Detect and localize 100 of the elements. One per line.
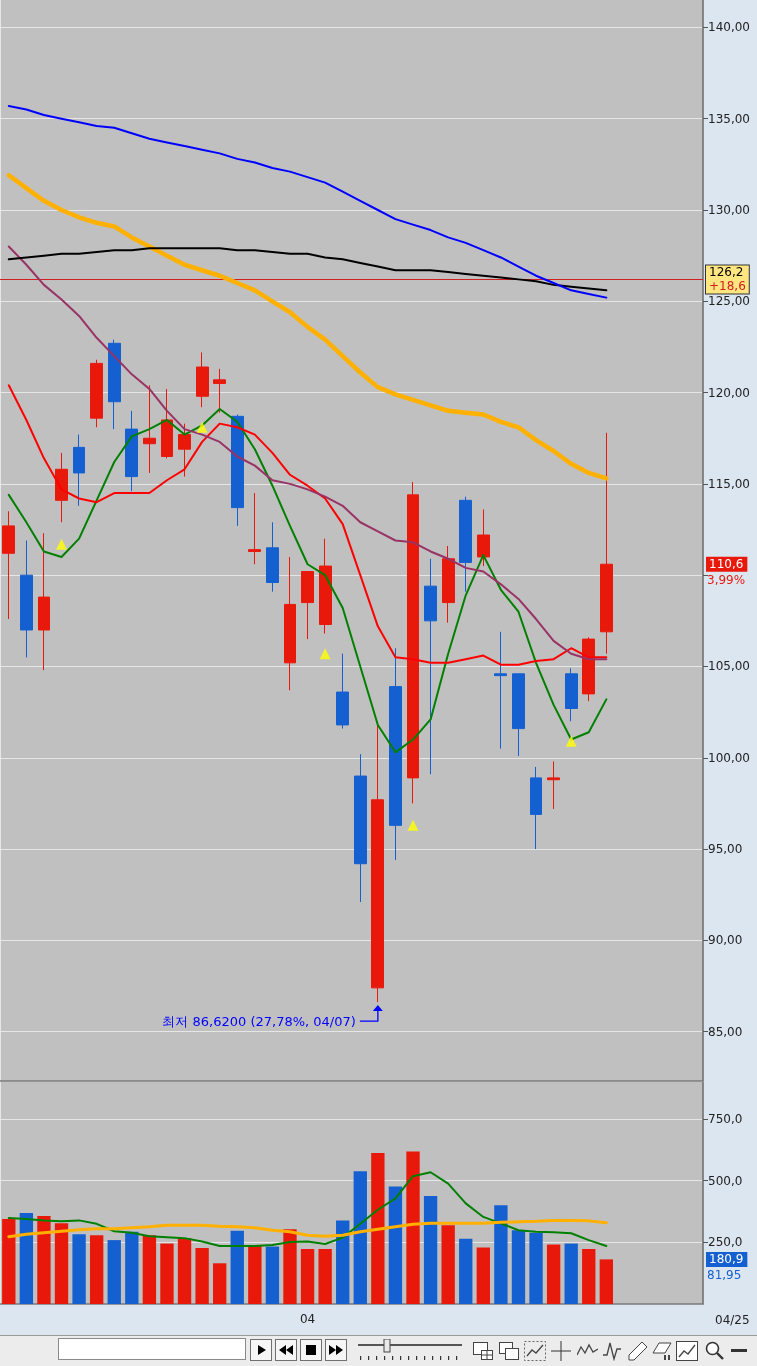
bar xyxy=(353,1171,367,1304)
point xyxy=(56,538,68,550)
candlestick xyxy=(512,673,525,757)
bar xyxy=(54,1223,69,1304)
bar xyxy=(142,1235,157,1304)
bar xyxy=(283,1229,297,1304)
candlestick xyxy=(161,388,173,459)
y-tick-label: 90,00 xyxy=(708,933,743,948)
candlestick xyxy=(125,410,138,492)
candlestick xyxy=(143,384,156,474)
candlestick xyxy=(477,508,490,567)
candlestick xyxy=(20,540,33,658)
line-series xyxy=(7,1171,608,1248)
candlestick xyxy=(371,724,384,1003)
bar xyxy=(441,1225,455,1304)
line-series xyxy=(7,1218,608,1239)
candlestick xyxy=(547,760,560,810)
candlestick xyxy=(530,766,542,850)
bar xyxy=(230,1230,244,1304)
bar xyxy=(195,1248,209,1304)
candlestick xyxy=(600,432,613,655)
bar xyxy=(336,1220,350,1304)
point xyxy=(196,421,208,433)
candlestick xyxy=(442,545,455,624)
bar xyxy=(213,1263,227,1304)
bar xyxy=(2,1218,16,1304)
point xyxy=(565,735,577,747)
line-series xyxy=(6,173,609,481)
bar xyxy=(248,1246,262,1304)
candlestick xyxy=(336,653,349,730)
bar xyxy=(564,1243,578,1304)
annotation: 최저 86,6200 (27,78%, 04/07) xyxy=(162,1013,356,1029)
candlestick xyxy=(196,351,209,408)
y-tick-label: 500,0 xyxy=(708,1173,743,1188)
x-tick-label: 04 xyxy=(299,1312,316,1326)
candlestick xyxy=(565,667,578,722)
y-tick-label: 105,00 xyxy=(708,659,750,674)
line-series xyxy=(7,104,608,299)
y-tick-label: 95,00 xyxy=(708,842,743,857)
y-tick-label: 140,00 xyxy=(708,20,750,35)
bar xyxy=(423,1195,438,1304)
bar xyxy=(476,1247,490,1304)
candlestick xyxy=(55,452,68,523)
y-tick-label: 130,00 xyxy=(708,202,750,217)
candlestick xyxy=(2,510,15,620)
text: 110,6 3,99% xyxy=(707,557,746,588)
bar xyxy=(318,1248,332,1304)
candlestick xyxy=(231,414,244,527)
point xyxy=(319,648,331,660)
candlestick xyxy=(108,339,121,430)
candlestick xyxy=(494,631,507,750)
bar xyxy=(494,1205,508,1304)
candlestick xyxy=(266,521,279,593)
bar xyxy=(371,1153,385,1304)
candlestick xyxy=(213,368,226,414)
bar xyxy=(582,1248,596,1304)
text: 180,9 81,95 xyxy=(707,1252,744,1283)
bar xyxy=(300,1248,315,1304)
y-tick-label: 750,0 xyxy=(708,1112,743,1126)
bar xyxy=(459,1238,473,1304)
candlestick xyxy=(354,753,367,903)
line-series xyxy=(7,245,608,661)
bar xyxy=(511,1230,526,1304)
y-tick-label: 125,00 xyxy=(708,294,750,309)
candlestick xyxy=(178,423,191,478)
bar xyxy=(406,1151,420,1304)
candlestick xyxy=(319,538,332,635)
bar xyxy=(546,1244,561,1304)
candlestick xyxy=(248,492,261,565)
bar xyxy=(107,1240,121,1304)
point xyxy=(407,819,419,831)
y-tick-label: 120,00 xyxy=(708,385,750,400)
candlestick xyxy=(407,481,419,804)
y-tick-label: 250,0 xyxy=(708,1235,743,1250)
line-series xyxy=(7,384,608,666)
candlestick xyxy=(389,647,402,861)
bar xyxy=(265,1246,280,1304)
y-tick-label: 100,00 xyxy=(708,750,750,765)
bar xyxy=(125,1231,139,1304)
ref-line-label: 126,2 +18,6 xyxy=(709,265,746,294)
bar xyxy=(160,1243,174,1304)
candlestick xyxy=(284,556,296,691)
y-tick-label: 115,00 xyxy=(708,476,750,491)
bar xyxy=(89,1235,104,1304)
candlestick xyxy=(301,571,314,640)
bar xyxy=(177,1238,192,1304)
candlestick xyxy=(73,434,85,507)
line-series xyxy=(7,247,608,292)
y-tick-label: 135,00 xyxy=(708,111,750,126)
candlestick xyxy=(459,496,472,593)
bar xyxy=(72,1234,86,1304)
y-tick-label: 85,00 xyxy=(708,1024,743,1039)
bar xyxy=(388,1186,403,1304)
candlestick xyxy=(90,359,103,428)
bar xyxy=(599,1259,614,1304)
bar xyxy=(37,1215,51,1304)
candlestick xyxy=(582,636,595,702)
candlestick xyxy=(38,532,50,671)
candlestick xyxy=(424,558,437,775)
text: 04/25 xyxy=(715,1313,750,1327)
